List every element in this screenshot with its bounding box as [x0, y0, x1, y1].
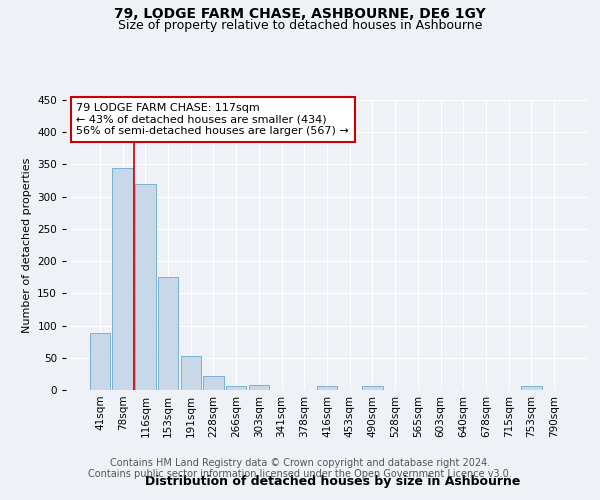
Text: 79, LODGE FARM CHASE, ASHBOURNE, DE6 1GY: 79, LODGE FARM CHASE, ASHBOURNE, DE6 1GY — [114, 8, 486, 22]
Bar — [181, 356, 201, 390]
Text: Size of property relative to detached houses in Ashbourne: Size of property relative to detached ho… — [118, 19, 482, 32]
Bar — [521, 386, 542, 390]
Text: 79 LODGE FARM CHASE: 117sqm
← 43% of detached houses are smaller (434)
56% of se: 79 LODGE FARM CHASE: 117sqm ← 43% of det… — [76, 103, 349, 136]
Bar — [226, 386, 247, 390]
Bar — [112, 168, 133, 390]
Bar — [362, 386, 383, 390]
Bar — [203, 376, 224, 390]
Text: Contains HM Land Registry data © Crown copyright and database right 2024.
Contai: Contains HM Land Registry data © Crown c… — [88, 458, 512, 479]
Bar — [248, 386, 269, 390]
Bar — [135, 184, 155, 390]
Text: Distribution of detached houses by size in Ashbourne: Distribution of detached houses by size … — [145, 474, 521, 488]
Y-axis label: Number of detached properties: Number of detached properties — [22, 158, 32, 332]
Bar — [317, 386, 337, 390]
Bar — [90, 334, 110, 390]
Bar — [158, 277, 178, 390]
